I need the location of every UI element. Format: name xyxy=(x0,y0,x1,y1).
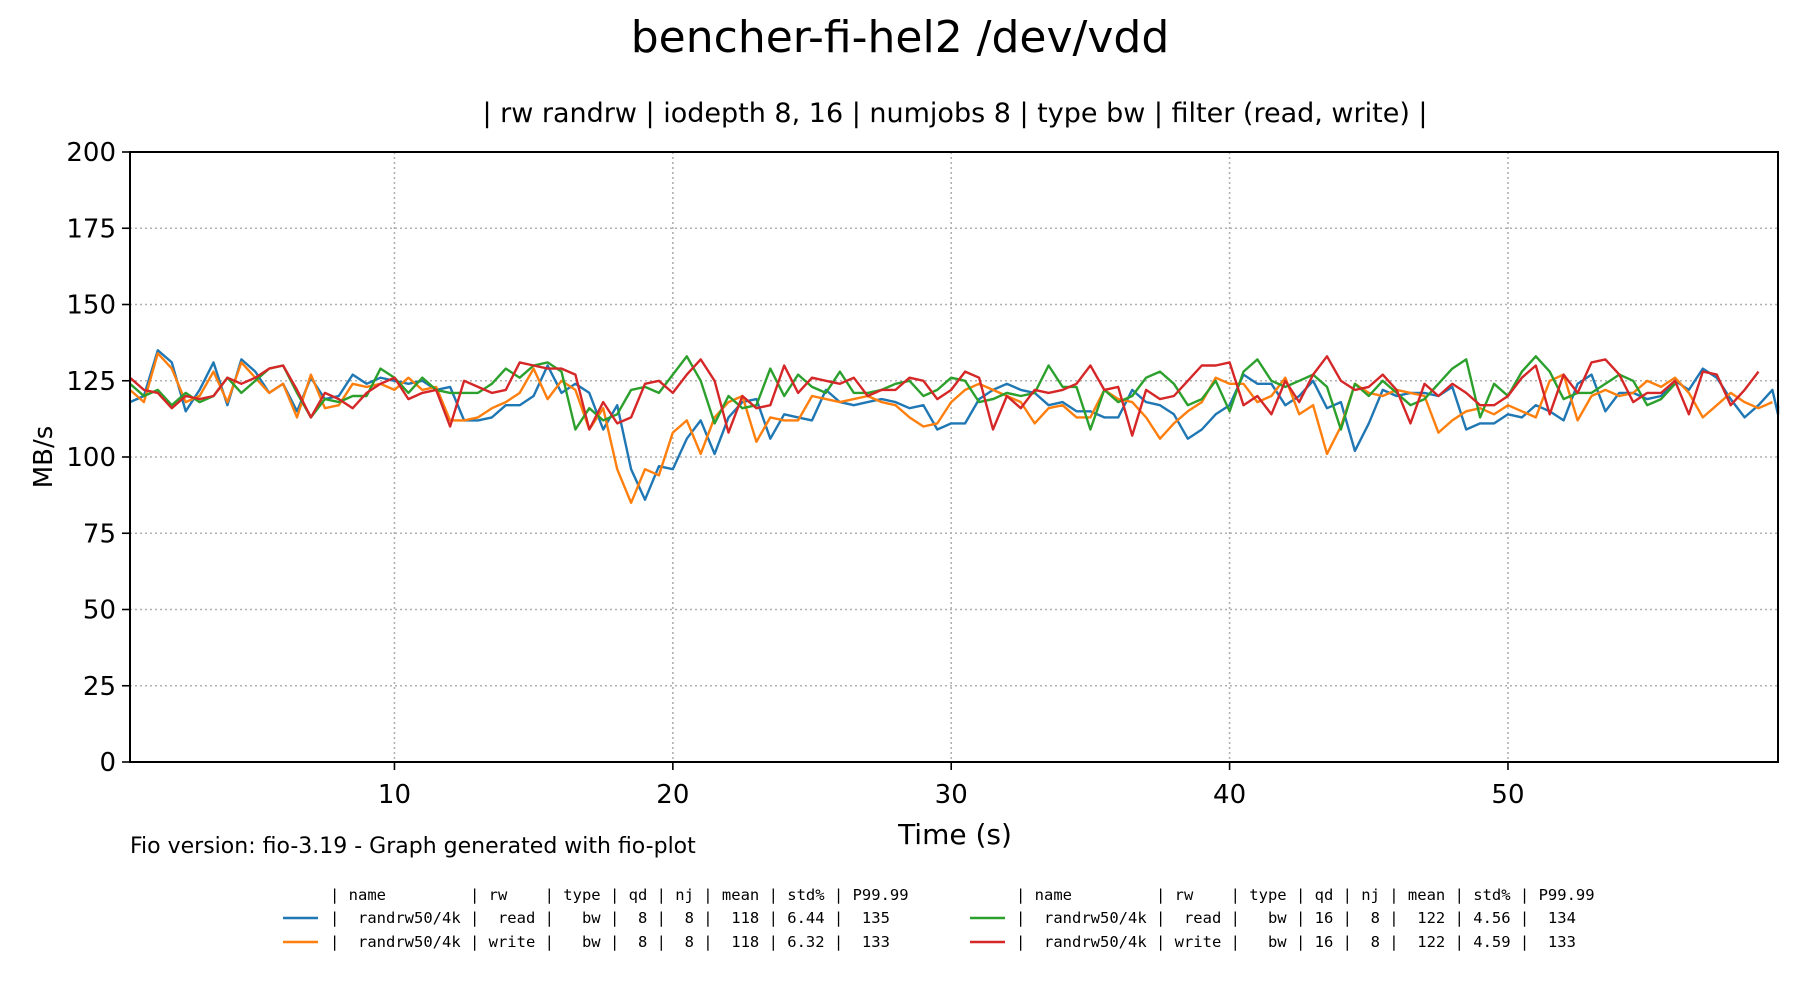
x-tick-label: 20 xyxy=(656,780,689,810)
series-line-2 xyxy=(129,352,1773,504)
chart-subtitle: | rw randrw | iodepth 8, 16 | numjobs 8 … xyxy=(482,98,1427,129)
legend-row-series-1: | randrw50/4k | read | bw | 8 | 8 | 118 … xyxy=(330,909,890,927)
y-tick-label: 25 xyxy=(83,672,116,702)
grid xyxy=(130,152,1778,762)
y-tick-label: 0 xyxy=(99,748,116,778)
x-axis-ticks: 10 20 30 40 50 xyxy=(378,762,1525,810)
legend: | name | rw | type | qd | nj | mean | st… xyxy=(283,886,1595,951)
y-tick-label: 175 xyxy=(66,214,116,244)
series-line-4 xyxy=(129,355,1760,437)
series-lines xyxy=(129,349,1780,504)
legend-header-right: | name | rw | type | qd | nj | mean | st… xyxy=(1016,886,1595,904)
chart-title: bencher-fi-hel2 /dev/vdd xyxy=(631,12,1170,63)
y-tick-label: 150 xyxy=(66,291,116,321)
y-axis-label: MB/s xyxy=(29,426,59,489)
x-tick-label: 50 xyxy=(1491,780,1524,810)
y-tick-label: 125 xyxy=(66,367,116,397)
legend-row-series-3: | randrw50/4k | read | bw | 16 | 8 | 122… xyxy=(1016,909,1576,927)
y-tick-label: 75 xyxy=(83,519,116,549)
footer-note: Fio version: fio-3.19 - Graph generated … xyxy=(130,834,696,859)
legend-row-series-4: | randrw50/4k | write | bw | 16 | 8 | 12… xyxy=(1016,933,1576,951)
x-axis-label: Time (s) xyxy=(897,818,1012,851)
y-tick-label: 50 xyxy=(83,596,116,626)
legend-header-left: | name | rw | type | qd | nj | mean | st… xyxy=(330,886,909,904)
series-line-1 xyxy=(129,349,1780,501)
y-tick-label: 100 xyxy=(66,443,116,473)
x-tick-label: 10 xyxy=(378,780,411,810)
x-tick-label: 40 xyxy=(1213,780,1246,810)
legend-row-series-2: | randrw50/4k | write | bw | 8 | 8 | 118… xyxy=(330,933,890,951)
y-tick-label: 200 xyxy=(66,138,116,168)
x-tick-label: 30 xyxy=(935,780,968,810)
y-axis-ticks: 0 25 50 75 100 125 150 175 200 xyxy=(66,138,130,778)
